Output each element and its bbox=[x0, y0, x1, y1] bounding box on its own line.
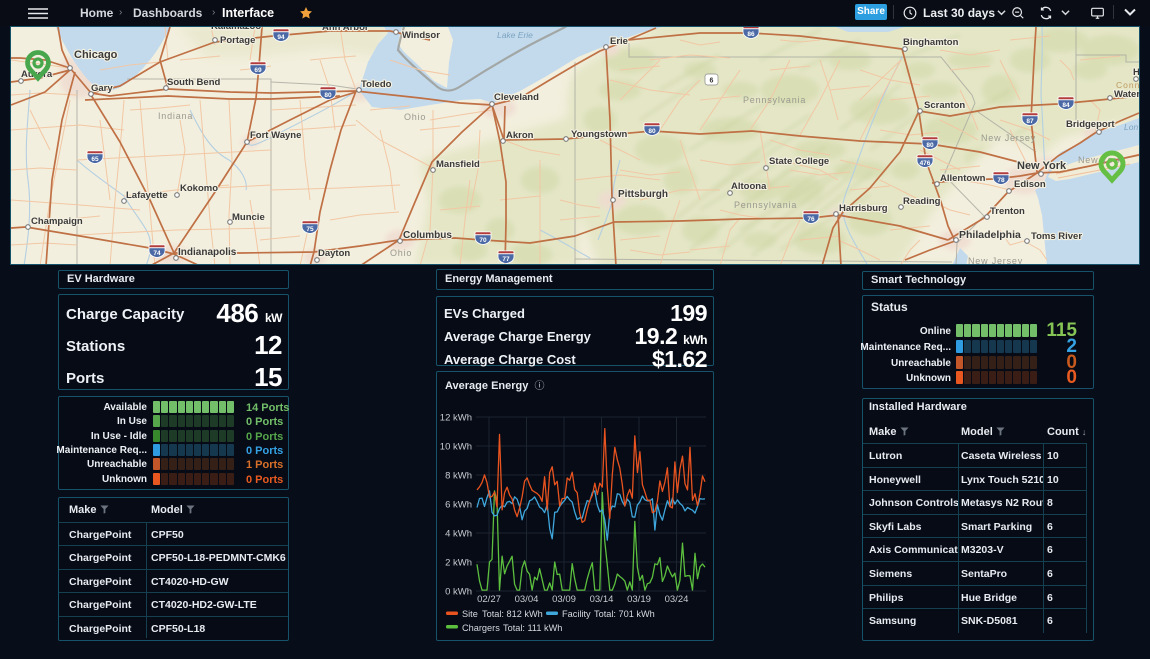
svg-text:Pittsburgh: Pittsburgh bbox=[618, 189, 668, 200]
svg-text:Watert: Watert bbox=[1114, 89, 1139, 100]
svg-text:4 kWh: 4 kWh bbox=[445, 529, 472, 540]
svg-text:Cleveland: Cleveland bbox=[494, 92, 539, 103]
svg-text:Mansfield: Mansfield bbox=[436, 159, 480, 170]
svg-text:Facility: Facility bbox=[562, 609, 591, 619]
svg-text:Ohio: Ohio bbox=[404, 112, 426, 122]
svg-text:Lafayette: Lafayette bbox=[126, 190, 168, 201]
svg-text:Bridgeport: Bridgeport bbox=[1066, 119, 1115, 130]
svg-text:03/14: 03/14 bbox=[590, 594, 614, 605]
svg-text:Ann Arbor: Ann Arbor bbox=[322, 27, 369, 33]
svg-text:Toms River: Toms River bbox=[1031, 231, 1082, 242]
svg-text:78: 78 bbox=[997, 177, 1005, 184]
svg-text:Erie: Erie bbox=[610, 36, 628, 47]
svg-text:Chargers: Chargers bbox=[462, 623, 500, 633]
svg-text:Windsor: Windsor bbox=[402, 30, 440, 41]
svg-text:Binghamton: Binghamton bbox=[903, 37, 959, 48]
svg-text:South Bend: South Bend bbox=[167, 77, 220, 88]
svg-text:0 kWh: 0 kWh bbox=[445, 587, 472, 598]
svg-text:02/27: 02/27 bbox=[477, 594, 501, 605]
svg-text:New Jersey: New Jersey bbox=[968, 256, 1023, 264]
svg-text:87: 87 bbox=[1026, 118, 1034, 125]
svg-text:80: 80 bbox=[324, 92, 332, 99]
svg-text:86: 86 bbox=[747, 31, 755, 38]
svg-text:94: 94 bbox=[277, 34, 285, 41]
svg-text:Total: 812 kWh: Total: 812 kWh bbox=[482, 609, 543, 619]
svg-text:03/09: 03/09 bbox=[552, 594, 576, 605]
svg-text:State College: State College bbox=[769, 156, 829, 167]
svg-text:Dayton: Dayton bbox=[318, 248, 350, 259]
svg-text:Indianapolis: Indianapolis bbox=[178, 247, 237, 258]
svg-text:6: 6 bbox=[710, 77, 714, 84]
svg-text:Scranton: Scranton bbox=[924, 100, 965, 111]
svg-text:Allentown: Allentown bbox=[940, 173, 986, 184]
svg-text:Altoona: Altoona bbox=[731, 181, 767, 192]
svg-text:Akron: Akron bbox=[506, 130, 534, 141]
svg-text:Columbus: Columbus bbox=[403, 230, 452, 241]
svg-text:Philadelphia: Philadelphia bbox=[959, 229, 1021, 241]
svg-text:65: 65 bbox=[91, 156, 99, 163]
svg-text:Indiana: Indiana bbox=[158, 111, 193, 121]
svg-text:Ohio: Ohio bbox=[390, 248, 412, 258]
svg-text:03/04: 03/04 bbox=[515, 594, 539, 605]
svg-text:69: 69 bbox=[254, 67, 262, 74]
svg-text:476: 476 bbox=[920, 160, 931, 167]
svg-text:03/19: 03/19 bbox=[627, 594, 651, 605]
svg-text:Kokomo: Kokomo bbox=[180, 183, 218, 194]
svg-text:Chicago: Chicago bbox=[74, 49, 118, 61]
svg-text:New York: New York bbox=[1017, 160, 1067, 172]
svg-text:Harrisburg: Harrisburg bbox=[839, 203, 888, 214]
svg-text:Total: 701 kWh: Total: 701 kWh bbox=[594, 609, 655, 619]
svg-text:Lake Erie: Lake Erie bbox=[497, 30, 533, 40]
svg-text:Fort Wayne: Fort Wayne bbox=[250, 130, 301, 141]
svg-text:74: 74 bbox=[153, 250, 161, 257]
svg-text:77: 77 bbox=[502, 256, 510, 263]
svg-text:75: 75 bbox=[306, 226, 314, 233]
svg-text:Conne: Conne bbox=[1116, 80, 1139, 90]
svg-text:76: 76 bbox=[807, 216, 815, 223]
svg-text:Toledo: Toledo bbox=[361, 79, 392, 90]
svg-text:6 kWh: 6 kWh bbox=[445, 500, 472, 511]
svg-text:Total: 111 kWh: Total: 111 kWh bbox=[503, 623, 562, 633]
svg-text:10 kWh: 10 kWh bbox=[440, 442, 472, 453]
svg-text:Pennsylvania: Pennsylvania bbox=[734, 200, 797, 210]
svg-text:Muncie: Muncie bbox=[232, 212, 265, 223]
svg-text:70: 70 bbox=[479, 237, 487, 244]
svg-text:Pennsylvania: Pennsylvania bbox=[743, 95, 806, 105]
svg-text:H: H bbox=[1133, 67, 1139, 78]
svg-text:New Jersey: New Jersey bbox=[981, 133, 1036, 143]
svg-text:12 kWh: 12 kWh bbox=[440, 413, 472, 424]
svg-text:8 kWh: 8 kWh bbox=[445, 471, 472, 482]
svg-text:Kalamazoo: Kalamazoo bbox=[211, 27, 261, 32]
svg-text:Gary: Gary bbox=[91, 83, 113, 94]
svg-text:Youngstown: Youngstown bbox=[571, 129, 627, 140]
svg-text:80: 80 bbox=[926, 142, 934, 149]
svg-text:Lon: Lon bbox=[1124, 122, 1138, 132]
svg-text:03/24: 03/24 bbox=[665, 594, 689, 605]
svg-text:2 kWh: 2 kWh bbox=[445, 558, 472, 569]
svg-text:Portage: Portage bbox=[220, 35, 255, 46]
svg-text:84: 84 bbox=[1062, 102, 1070, 109]
svg-text:Site: Site bbox=[462, 609, 478, 619]
svg-text:Champaign: Champaign bbox=[31, 216, 83, 227]
svg-text:Trenton: Trenton bbox=[990, 206, 1025, 217]
svg-text:Edison: Edison bbox=[1014, 179, 1046, 190]
svg-text:80: 80 bbox=[648, 128, 656, 135]
svg-text:Reading: Reading bbox=[903, 196, 941, 207]
